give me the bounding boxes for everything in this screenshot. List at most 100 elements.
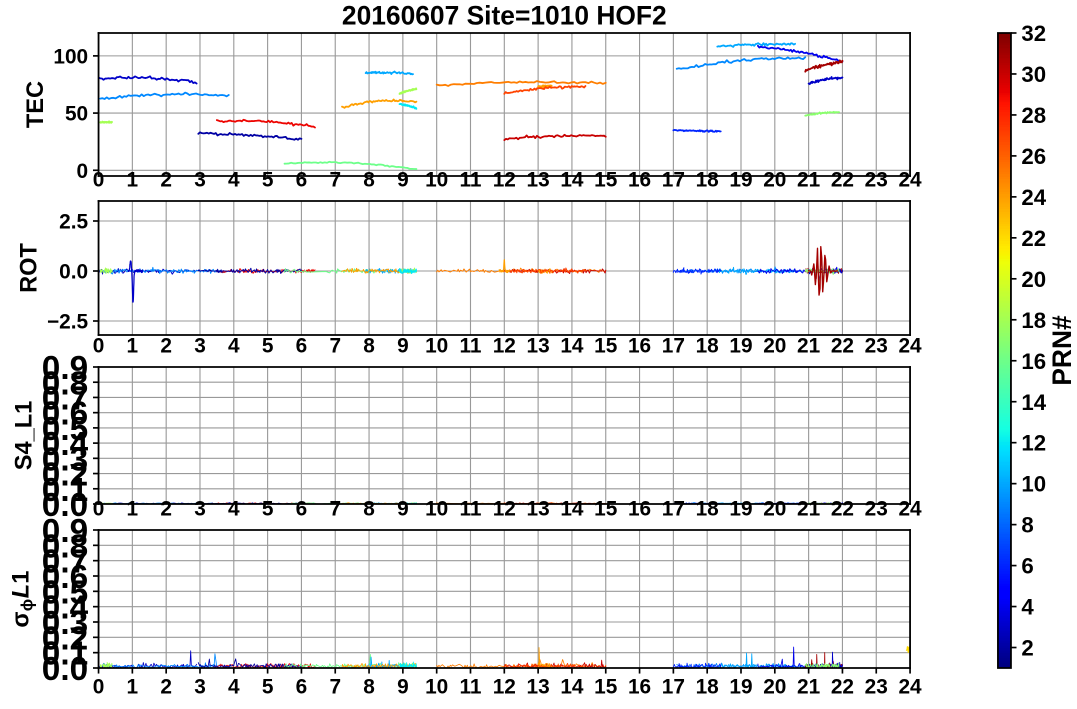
svg-text:PRN#: PRN# xyxy=(1047,315,1077,386)
svg-text:9: 9 xyxy=(397,497,409,520)
svg-text:13: 13 xyxy=(527,497,550,520)
svg-text:8: 8 xyxy=(1021,513,1033,538)
svg-text:15: 15 xyxy=(594,334,617,357)
svg-text:7: 7 xyxy=(329,334,341,357)
svg-text:20: 20 xyxy=(1021,267,1046,292)
svg-text:50: 50 xyxy=(65,103,88,126)
svg-text:19: 19 xyxy=(729,168,752,191)
svg-text:6: 6 xyxy=(296,168,308,191)
svg-text:21: 21 xyxy=(797,168,820,191)
svg-text:2: 2 xyxy=(160,334,172,357)
svg-text:12: 12 xyxy=(493,497,516,520)
svg-text:17: 17 xyxy=(662,334,685,357)
svg-text:18: 18 xyxy=(696,497,719,520)
svg-text:18: 18 xyxy=(696,676,719,699)
svg-text:σ 1 ϕ L: σ 1 ϕ L xyxy=(9,565,38,628)
svg-text:6: 6 xyxy=(296,497,308,520)
svg-text:14: 14 xyxy=(560,334,584,357)
svg-text:ROT: ROT xyxy=(17,243,43,293)
svg-text:20: 20 xyxy=(763,168,786,191)
svg-text:0.9: 0.9 xyxy=(42,350,88,387)
svg-text:19: 19 xyxy=(729,334,752,357)
svg-text:10: 10 xyxy=(425,168,448,191)
svg-text:0: 0 xyxy=(77,160,89,183)
svg-text:11: 11 xyxy=(459,497,481,520)
svg-text:3: 3 xyxy=(194,334,206,357)
svg-text:20: 20 xyxy=(763,497,786,520)
svg-text:30: 30 xyxy=(1021,62,1046,87)
svg-text:24: 24 xyxy=(898,168,922,191)
svg-text:12: 12 xyxy=(493,676,516,699)
svg-text:5: 5 xyxy=(262,168,274,191)
svg-text:23: 23 xyxy=(865,334,888,357)
svg-text:15: 15 xyxy=(594,497,617,520)
svg-text:14: 14 xyxy=(560,168,584,191)
svg-text:17: 17 xyxy=(662,497,685,520)
svg-text:0: 0 xyxy=(93,334,105,357)
svg-text:19: 19 xyxy=(729,676,752,699)
svg-text:4: 4 xyxy=(228,334,240,357)
svg-text:21: 21 xyxy=(797,497,820,520)
svg-text:15: 15 xyxy=(594,676,617,699)
svg-text:0: 0 xyxy=(93,168,105,191)
svg-text:9: 9 xyxy=(397,676,409,699)
svg-text:22: 22 xyxy=(831,497,854,520)
svg-text:0.9: 0.9 xyxy=(42,513,88,550)
svg-text:24: 24 xyxy=(898,334,922,357)
svg-text:3: 3 xyxy=(194,676,206,699)
svg-text:16: 16 xyxy=(1021,349,1046,374)
svg-text:20: 20 xyxy=(763,676,786,699)
svg-text:3: 3 xyxy=(194,168,206,191)
svg-text:12: 12 xyxy=(1021,431,1046,456)
svg-text:1: 1 xyxy=(127,334,139,357)
svg-text:26: 26 xyxy=(1021,144,1046,169)
svg-text:18: 18 xyxy=(1021,308,1046,333)
svg-text:5: 5 xyxy=(262,497,274,520)
svg-text:6: 6 xyxy=(1021,554,1033,579)
svg-text:−2.5: −2.5 xyxy=(47,311,88,334)
svg-text:17: 17 xyxy=(662,168,685,191)
svg-text:8: 8 xyxy=(363,168,375,191)
svg-text:4: 4 xyxy=(1021,595,1034,620)
svg-text:24: 24 xyxy=(898,497,922,520)
svg-text:6: 6 xyxy=(296,334,308,357)
svg-text:4: 4 xyxy=(228,676,240,699)
svg-text:8: 8 xyxy=(363,334,375,357)
svg-text:24: 24 xyxy=(898,676,922,699)
svg-text:8: 8 xyxy=(363,497,375,520)
svg-text:14: 14 xyxy=(1021,390,1046,415)
svg-text:1: 1 xyxy=(127,676,139,699)
svg-text:15: 15 xyxy=(594,168,617,191)
svg-text:13: 13 xyxy=(527,334,550,357)
svg-text:7: 7 xyxy=(329,168,341,191)
svg-text:1: 1 xyxy=(127,497,139,520)
svg-text:0: 0 xyxy=(93,676,105,699)
svg-text:18: 18 xyxy=(696,334,719,357)
svg-text:10: 10 xyxy=(1021,472,1046,497)
svg-text:2.5: 2.5 xyxy=(59,211,88,234)
svg-text:13: 13 xyxy=(527,168,550,191)
svg-text:12: 12 xyxy=(493,168,516,191)
svg-text:2: 2 xyxy=(160,676,172,699)
svg-text:32: 32 xyxy=(1021,21,1046,46)
svg-text:22: 22 xyxy=(831,334,854,357)
svg-text:10: 10 xyxy=(425,497,448,520)
svg-text:7: 7 xyxy=(329,497,341,520)
svg-text:2: 2 xyxy=(160,168,172,191)
svg-text:20: 20 xyxy=(763,334,786,357)
svg-text:21: 21 xyxy=(797,676,820,699)
svg-text:21: 21 xyxy=(797,334,820,357)
svg-text:11: 11 xyxy=(459,334,481,357)
svg-text:9: 9 xyxy=(397,168,409,191)
svg-text:3: 3 xyxy=(194,497,206,520)
svg-text:16: 16 xyxy=(628,676,651,699)
svg-text:10: 10 xyxy=(425,676,448,699)
svg-text:TEC: TEC xyxy=(23,81,49,128)
svg-text:8: 8 xyxy=(363,676,375,699)
svg-text:2: 2 xyxy=(160,497,172,520)
svg-text:20160607 Site=1010 HOF2: 20160607 Site=1010 HOF2 xyxy=(342,1,667,31)
svg-text:7: 7 xyxy=(329,676,341,699)
svg-text:22: 22 xyxy=(831,168,854,191)
svg-text:6: 6 xyxy=(296,676,308,699)
svg-text:10: 10 xyxy=(425,334,448,357)
